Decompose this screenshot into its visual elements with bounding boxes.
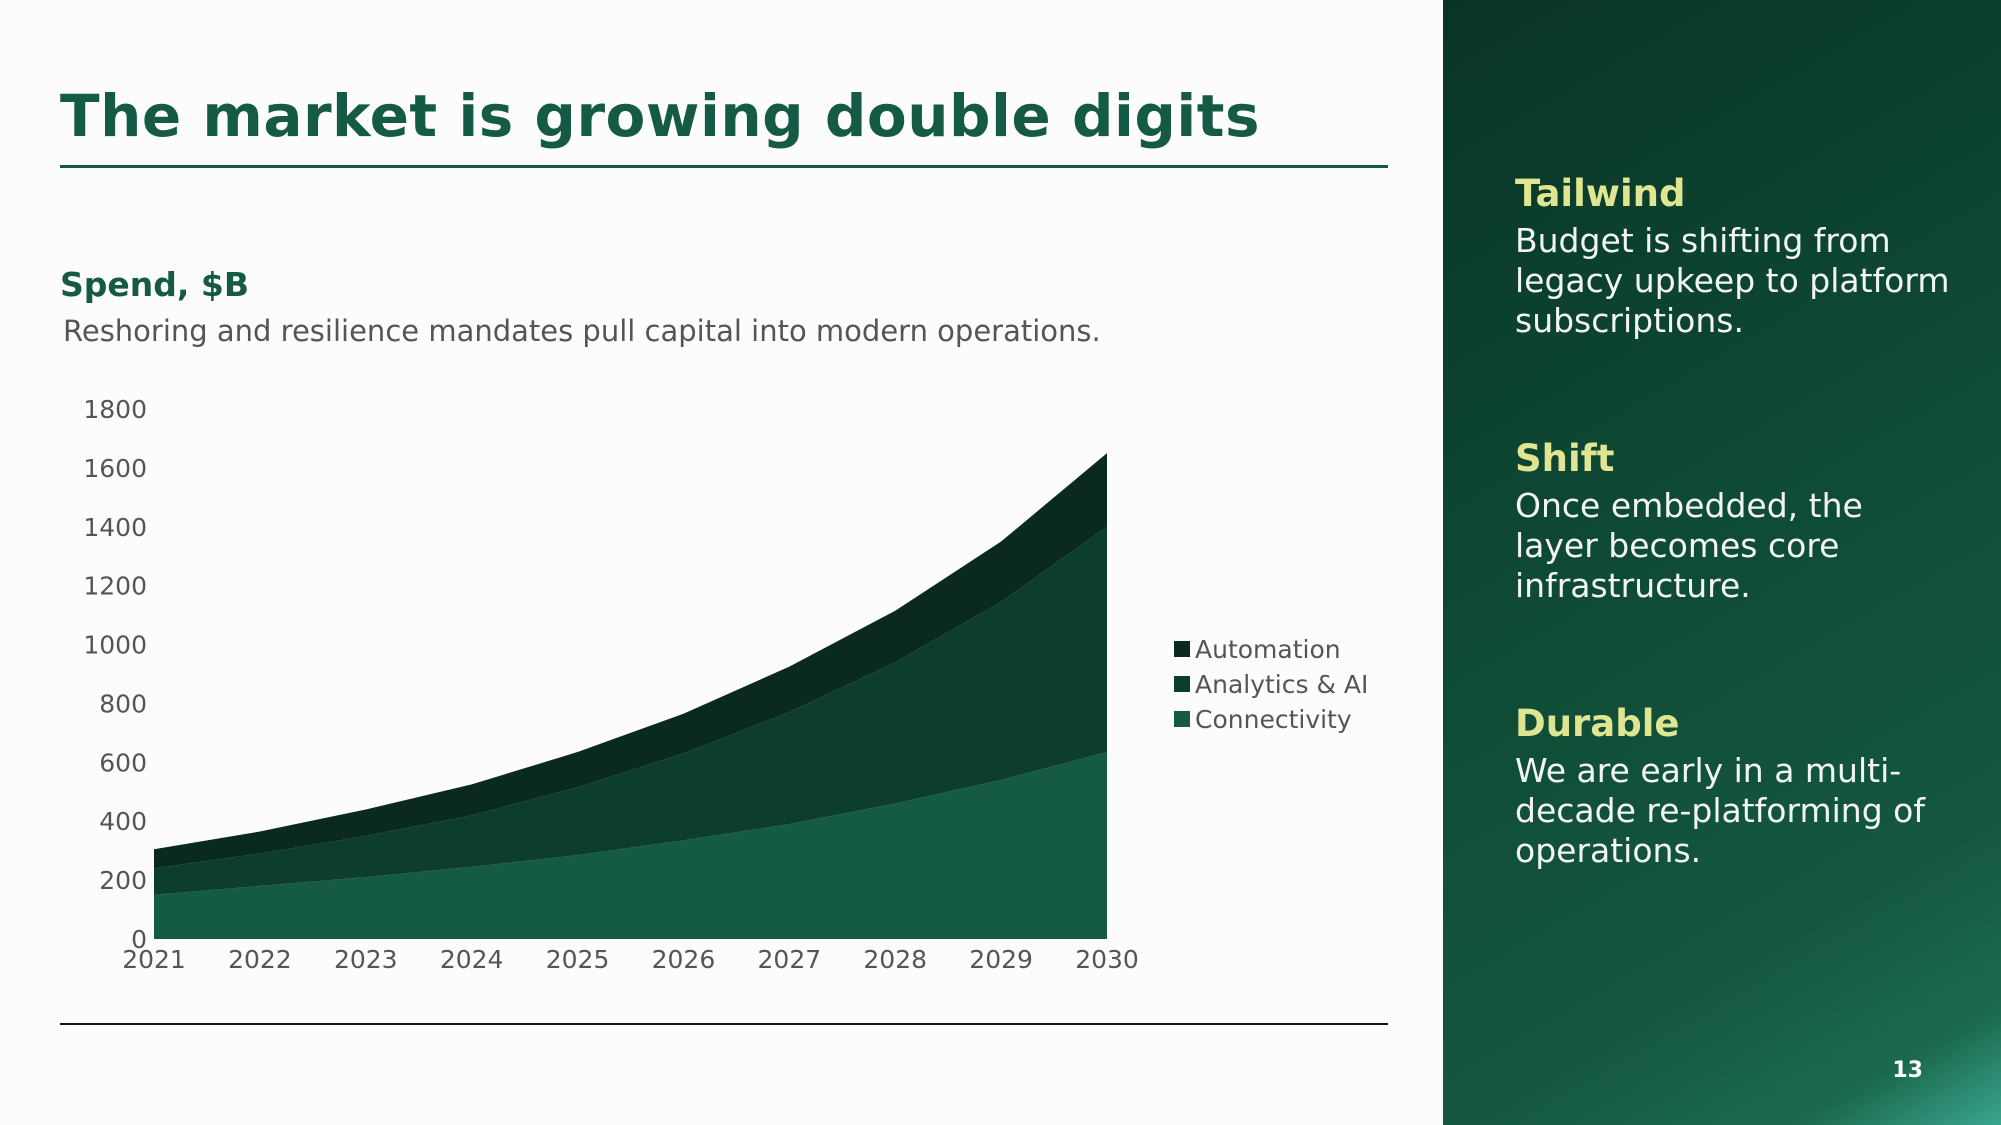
legend-label: Connectivity [1195,705,1352,734]
chart-caption: Reshoring and resilience mandates pull c… [63,314,1101,348]
y-tick-label: 1600 [83,454,147,483]
x-tick-label: 2027 [758,945,822,974]
y-tick-label: 200 [99,866,147,895]
point-shift: Shift Once embedded, the layer becomes c… [1515,437,1955,606]
x-tick-label: 2030 [1075,945,1139,974]
slide-main: The market is growing double digits Spen… [60,82,1388,1025]
x-tick-label: 2023 [334,945,398,974]
point-tailwind: Tailwind Budget is shifting from legacy … [1515,172,1955,341]
area-connectivity [154,752,1107,939]
slide-title: The market is growing double digits [60,82,1260,150]
point-body: Once embedded, the layer becomes core in… [1515,486,1863,605]
y-tick-label: 0 [131,925,147,954]
x-tick-label: 2029 [969,945,1033,974]
footer-divider [60,1023,1388,1025]
legend-swatch [1174,676,1190,692]
legend-swatch [1174,711,1190,727]
point-body: We are early in a multi-decade re-platfo… [1515,751,1925,870]
x-tick-label: 2021 [122,945,186,974]
point-title: Shift [1515,437,1615,480]
page-number: 13 [1892,1058,1923,1083]
sidebar-panel: Tailwind Budget is shifting from legacy … [1443,0,2001,1125]
x-tick-label: 2022 [228,945,292,974]
x-tick-label: 2024 [440,945,504,974]
y-tick-label: 600 [99,748,147,777]
y-tick-label: 400 [99,807,147,836]
point-durable: Durable We are early in a multi-decade r… [1515,702,1955,871]
y-tick-label: 1000 [83,631,147,660]
chart-title: Spend, $B [60,265,250,304]
y-tick-label: 1800 [83,395,147,424]
chart-areas [154,453,1107,939]
chart-legend: Automation Analytics & AI Connectivity [1174,635,1368,734]
x-axis-ticks: 2021 2022 2023 2024 2025 2026 2027 2028 2029 2030 [122,945,1139,974]
point-body: Budget is shifting from legacy upkeep to… [1515,221,1950,340]
x-tick-label: 2025 [546,945,610,974]
y-tick-label: 800 [99,689,147,718]
legend-label: Automation [1195,635,1341,664]
y-tick-label: 1400 [83,513,147,542]
legend-swatch [1174,641,1190,657]
y-axis-ticks: 0 200 400 600 800 1000 1200 1400 1600 1800 [83,395,147,954]
x-tick-label: 2028 [863,945,927,974]
title-divider [60,165,1388,168]
y-tick-label: 1200 [83,572,147,601]
area-analytics-ai [154,526,1107,895]
point-title: Tailwind [1515,172,1686,215]
x-tick-label: 2026 [652,945,716,974]
legend-label: Analytics & AI [1195,670,1368,699]
point-title: Durable [1515,702,1680,745]
